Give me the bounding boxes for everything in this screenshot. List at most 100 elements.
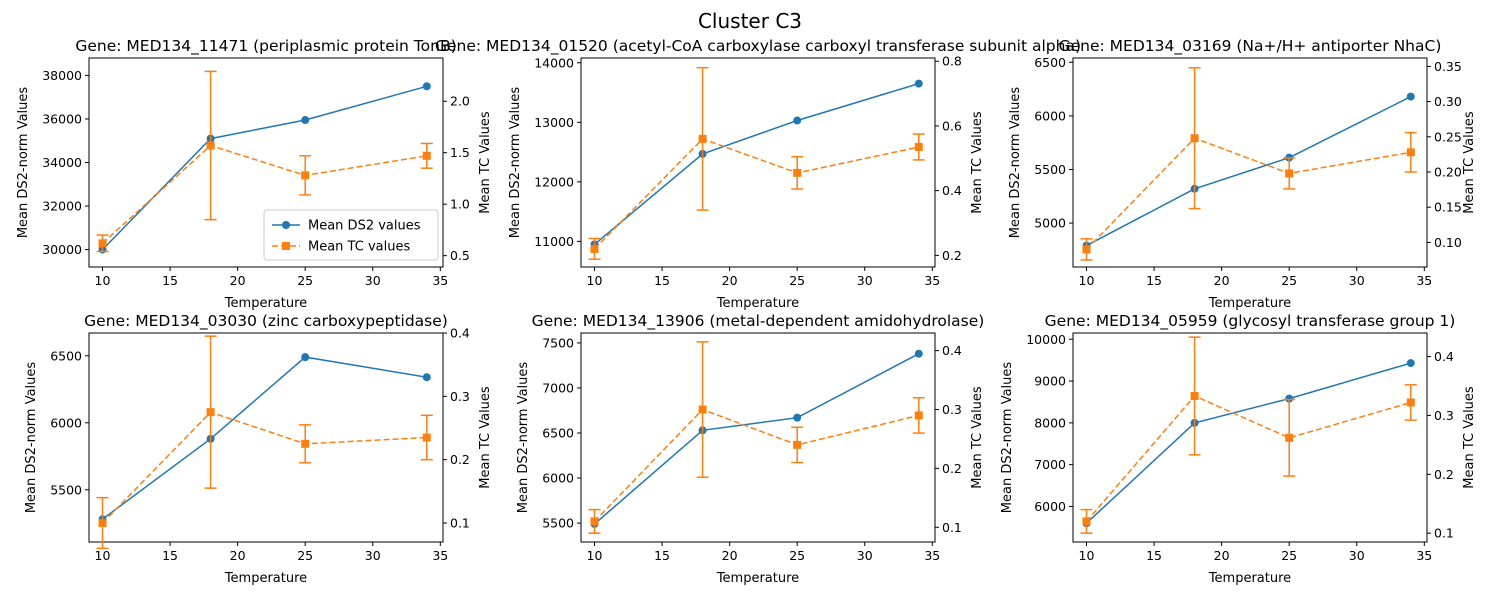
y-left-tick-label: 9000: [1034, 374, 1066, 389]
chart-panel-5: Gene: MED134_13906 (metal-dependent amid…: [516, 312, 985, 586]
y-right-tick-label: 0.15: [1434, 200, 1462, 215]
x-tick-label: 20: [230, 548, 246, 563]
series-line: [1085, 137, 1411, 250]
chart-panel-1: Gene: MED134_11471 (periplasmic protein …: [16, 37, 493, 311]
y-left-tick-label: 5500: [542, 516, 574, 531]
x-tick-label: 15: [654, 273, 670, 288]
data-point: [422, 82, 431, 91]
series-line: [101, 144, 427, 244]
tc-series: [588, 66, 925, 260]
y-right-tick-label: 0.4: [450, 326, 470, 341]
data-point: [1190, 134, 1199, 143]
data-point: [1285, 394, 1294, 403]
x-tick-label: 35: [432, 548, 448, 563]
data-point: [793, 116, 802, 125]
data-point: [914, 349, 923, 358]
legend: Mean DS2 values Mean TC values: [263, 209, 439, 261]
data-point: [914, 411, 923, 420]
panels: Gene: MED134_11471 (periplasmic protein …: [16, 37, 1477, 586]
x-tick-label: 15: [654, 548, 670, 563]
tc-series: [588, 341, 925, 534]
series-line: [593, 138, 919, 250]
y-right-axis-label: Mean TC Values: [478, 111, 493, 214]
x-axis-label: Temperature: [716, 296, 799, 311]
data-point: [1285, 169, 1294, 178]
x-tick-label: 25: [1281, 548, 1297, 563]
data-point: [1082, 245, 1091, 254]
data-point: [422, 433, 431, 442]
y-left-tick-label: 7000: [542, 380, 574, 395]
y-right-tick-label: 0.35: [1434, 59, 1462, 74]
y-right-axis-label: Mean TC Values: [1462, 386, 1477, 489]
series-line: [1085, 395, 1412, 522]
x-tick-label: 30: [857, 273, 873, 288]
data-point: [98, 519, 107, 527]
data-point: [301, 439, 310, 448]
x-tick-label: 20: [1214, 273, 1230, 288]
y-left-tick-label: 6500: [50, 348, 82, 363]
x-tick-label: 25: [297, 273, 313, 288]
legend-tc-marker: [282, 242, 290, 250]
tc-series: [96, 335, 433, 550]
x-tick-label: 25: [789, 548, 805, 563]
data-point: [793, 168, 802, 177]
x-tick-label: 25: [1281, 273, 1297, 288]
y-left-axis-label: Mean DS2-norm Values: [508, 87, 523, 239]
y-right-axis-label: Mean TC Values: [1462, 111, 1477, 214]
series-line: [594, 353, 920, 525]
y-right-tick-label: 0.4: [942, 343, 962, 358]
x-tick-label: 10: [587, 273, 603, 288]
series-line: [102, 356, 427, 520]
data-point: [1406, 148, 1415, 157]
data-point: [914, 142, 923, 151]
y-left-axis-label: Mean DS2-norm Values: [16, 87, 31, 239]
y-right-tick-label: 0.5: [450, 248, 470, 263]
y-right-tick-label: 0.2: [942, 461, 962, 476]
y-left-tick-label: 6000: [1034, 499, 1066, 514]
y-left-tick-label: 6000: [542, 471, 574, 486]
data-point: [98, 239, 107, 248]
data-point: [1406, 359, 1415, 368]
y-right-tick-label: 2.0: [450, 94, 470, 109]
x-tick-label: 10: [95, 548, 111, 563]
x-tick-label: 30: [365, 273, 381, 288]
y-right-tick-label: 0.1: [942, 520, 962, 535]
y-left-tick-label: 6500: [1034, 55, 1066, 70]
data-point: [698, 134, 707, 143]
y-left-tick-label: 7500: [542, 335, 574, 350]
y-left-axis-label: Mean DS2-norm Values: [516, 362, 531, 514]
x-tick-label: 20: [1214, 548, 1230, 563]
data-point: [793, 413, 802, 422]
y-right-tick-label: 1.5: [450, 145, 470, 160]
x-axis-label: Temperature: [224, 571, 307, 586]
y-right-tick-label: 0.3: [942, 402, 962, 417]
y-right-tick-label: 0.4: [942, 183, 962, 198]
y-right-tick-label: 0.2: [450, 452, 470, 467]
y-left-tick-label: 36000: [42, 111, 82, 126]
panel-title: Gene: MED134_11471 (periplasmic protein …: [75, 37, 456, 56]
y-left-tick-label: 5500: [1034, 162, 1066, 177]
figure-title: Cluster C3: [698, 9, 802, 33]
data-point: [301, 116, 310, 125]
x-tick-label: 15: [1146, 273, 1162, 288]
y-left-tick-label: 5000: [1034, 216, 1066, 231]
x-tick-label: 15: [162, 273, 178, 288]
y-right-tick-label: 0.4: [1434, 349, 1454, 364]
data-point: [590, 244, 599, 253]
x-tick-label: 15: [1146, 548, 1162, 563]
data-point: [422, 373, 431, 382]
y-right-tick-label: 0.2: [942, 248, 962, 263]
panel-title: Gene: MED134_03169 (Na+/H+ antiporter Nh…: [1059, 37, 1442, 56]
y-left-axis-label: Mean DS2-norm Values: [1000, 362, 1015, 514]
series-line: [593, 408, 919, 522]
x-tick-label: 20: [722, 548, 738, 563]
x-tick-label: 25: [297, 548, 313, 563]
legend-ds2-marker: [282, 221, 290, 229]
data-point: [1190, 391, 1199, 400]
y-right-tick-label: 0.1: [450, 516, 470, 531]
x-axis-label: Temperature: [224, 296, 307, 311]
y-right-tick-label: 0.20: [1434, 165, 1462, 180]
y-right-tick-label: 0.1: [1434, 526, 1454, 541]
